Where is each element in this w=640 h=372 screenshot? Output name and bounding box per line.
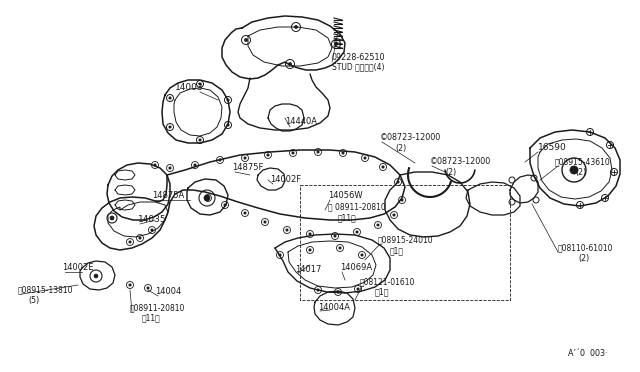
Circle shape [335,42,337,45]
Circle shape [224,204,226,206]
Circle shape [279,254,281,256]
Circle shape [397,181,399,183]
Text: ⓜ08915-43610: ⓜ08915-43610 [555,157,611,167]
Circle shape [194,164,196,166]
Text: Ⓑ08110-61010: Ⓑ08110-61010 [558,244,614,253]
Text: （11）: （11） [142,314,161,323]
Circle shape [393,214,396,216]
Circle shape [377,224,379,226]
Circle shape [227,99,229,101]
Circle shape [244,157,246,159]
Circle shape [309,233,311,235]
Text: Ⓑ08121-01610: Ⓑ08121-01610 [360,278,415,286]
Circle shape [267,154,269,156]
Text: （1）: （1） [375,288,390,296]
Text: Ⓝ 08911-20810: Ⓝ 08911-20810 [328,202,386,212]
Circle shape [94,274,98,278]
Text: (2): (2) [445,167,456,176]
Text: （11）: （11） [338,214,356,222]
Circle shape [356,231,358,233]
Text: A’´0  003·: A’´0 003· [568,350,607,359]
Circle shape [339,247,341,249]
Circle shape [129,241,131,243]
Circle shape [169,97,172,99]
Circle shape [292,152,294,154]
Text: ©08723-12000: ©08723-12000 [430,157,492,167]
Circle shape [317,151,319,153]
Circle shape [199,83,201,85]
Circle shape [244,212,246,214]
Circle shape [169,126,172,128]
Text: 14056W: 14056W [328,190,363,199]
Text: 14002F: 14002F [270,176,301,185]
Text: (2): (2) [575,167,586,176]
Circle shape [570,166,578,174]
Text: 14069A: 14069A [340,263,372,273]
Text: (2): (2) [578,253,589,263]
Circle shape [151,229,153,231]
Circle shape [219,159,221,161]
Circle shape [364,157,366,159]
Text: 14004A: 14004A [318,304,350,312]
Circle shape [169,167,172,169]
Circle shape [337,291,339,293]
Text: 14875A: 14875A [152,190,184,199]
Circle shape [227,124,229,126]
Circle shape [334,235,336,237]
Text: 14002E: 14002E [62,263,93,273]
Circle shape [342,152,344,154]
Circle shape [382,166,384,168]
Circle shape [289,62,291,65]
Circle shape [317,289,319,291]
Text: 14003: 14003 [175,83,204,93]
Text: 14440A: 14440A [285,118,317,126]
Circle shape [139,237,141,239]
Text: ⓜ08915-24010: ⓜ08915-24010 [378,235,434,244]
Circle shape [154,164,156,166]
Text: STUD スタッド(4): STUD スタッド(4) [332,62,385,71]
Text: 14035: 14035 [138,215,166,224]
Text: 14875F: 14875F [232,164,264,173]
Text: 14004: 14004 [155,288,181,296]
Text: （1）: （1） [390,247,404,256]
Text: Ⓝ08911-20810: Ⓝ08911-20810 [130,304,186,312]
Circle shape [244,38,248,42]
Circle shape [309,249,311,251]
Text: Ⓝ08915-13810: Ⓝ08915-13810 [18,285,74,295]
Circle shape [401,199,403,201]
Circle shape [294,26,298,29]
Circle shape [147,287,149,289]
Text: (5): (5) [28,295,39,305]
Circle shape [357,288,359,290]
Text: ©08723-12000: ©08723-12000 [380,134,441,142]
Circle shape [129,284,131,286]
Circle shape [110,216,114,220]
Text: 09228-62510: 09228-62510 [332,52,385,61]
Circle shape [361,254,364,256]
Text: (2): (2) [395,144,406,153]
Text: 16590: 16590 [538,144,567,153]
Circle shape [199,139,201,141]
Circle shape [204,195,210,201]
Circle shape [207,197,209,199]
Text: 14017: 14017 [295,266,321,275]
Circle shape [264,221,266,223]
Circle shape [286,229,288,231]
